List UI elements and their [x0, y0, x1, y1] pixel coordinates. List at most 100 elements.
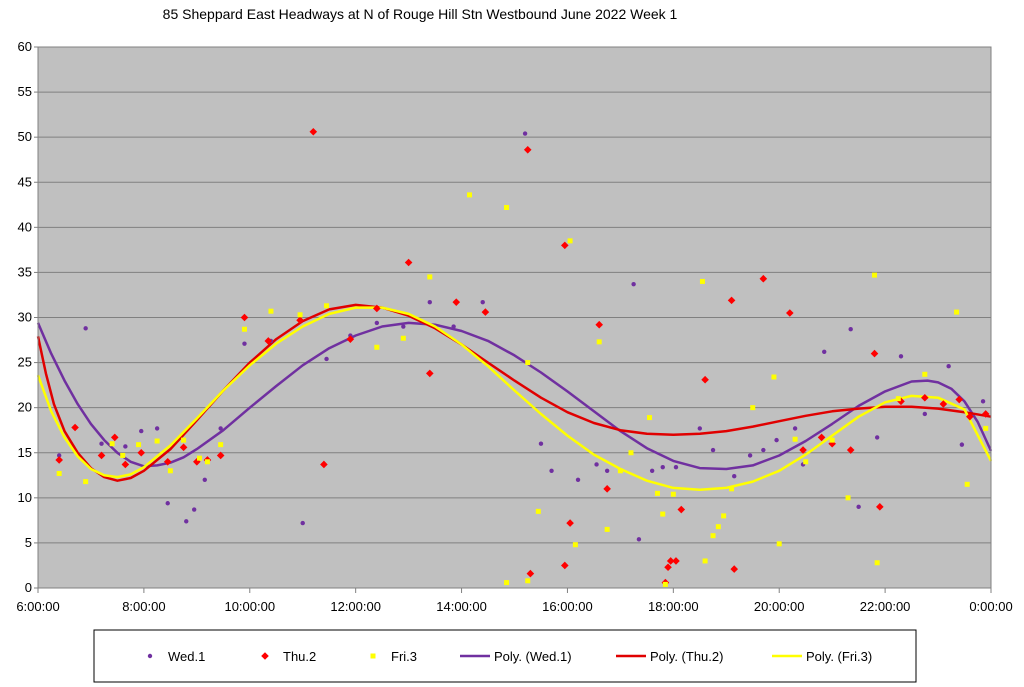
y-tick-label: 15	[18, 445, 32, 460]
data-point-fri-3	[120, 452, 126, 458]
x-tick-label: 20:00:00	[754, 599, 805, 614]
data-point-fri-3	[196, 455, 202, 461]
legend-label: Thu.2	[283, 649, 316, 664]
data-point-fri-3	[964, 481, 970, 487]
data-point-fri-3	[466, 192, 472, 198]
data-point-wed-1	[822, 349, 827, 354]
x-tick-label: 18:00:00	[648, 599, 699, 614]
data-point-wed-1	[218, 426, 223, 431]
data-point-thu-2	[346, 335, 355, 343]
x-tick-label: 6:00:00	[16, 599, 59, 614]
data-point-fri-3	[954, 309, 960, 315]
y-tick-label: 20	[18, 400, 32, 415]
legend-marker-1	[147, 653, 153, 659]
legend-label: Poly. (Thu.2)	[650, 649, 723, 664]
data-point-fri-3	[845, 495, 851, 501]
data-point-wed-1	[300, 520, 305, 526]
data-point-fri-3	[702, 558, 708, 564]
data-point-fri-3	[750, 405, 756, 411]
data-point-thu-2	[137, 448, 146, 457]
data-point-thu-2	[870, 349, 879, 358]
data-point-wed-1	[139, 428, 144, 434]
data-point-fri-3	[204, 459, 210, 465]
data-point-wed-1	[427, 299, 432, 305]
data-point-fri-3	[535, 508, 541, 514]
y-tick-label: 10	[18, 490, 32, 505]
data-point-thu-2	[701, 375, 709, 384]
data-point-thu-2	[320, 460, 328, 469]
data-point-thu-2	[966, 412, 974, 421]
data-point-fri-3	[596, 339, 602, 345]
data-point-wed-1	[374, 320, 380, 326]
data-point-fri-3	[660, 511, 666, 517]
y-tick-label: 60	[18, 39, 32, 54]
data-point-fri-3	[721, 513, 727, 519]
data-point-wed-1	[792, 426, 798, 431]
data-point-wed-1	[747, 453, 753, 458]
data-point-thu-2	[71, 423, 79, 432]
data-point-fri-3	[241, 326, 247, 332]
data-point-fri-3	[803, 459, 809, 465]
data-point-thu-2	[786, 309, 794, 317]
data-point-fri-3	[604, 526, 610, 532]
data-point-wed-1	[184, 519, 189, 524]
legend-marker-3	[370, 653, 376, 659]
chart-title: 85 Sheppard East Headways at N of Rouge …	[162, 6, 678, 22]
data-point-fri-3	[710, 533, 716, 539]
data-point-thu-2	[817, 433, 826, 442]
data-point-wed-1	[165, 501, 170, 506]
data-point-thu-2	[560, 241, 569, 250]
data-point-thu-2	[404, 258, 413, 267]
y-axis-labels: 0 5 10 15 20 25 30 35 40 45 50 55 60	[18, 39, 38, 595]
data-point-wed-1	[946, 363, 951, 369]
data-points	[55, 127, 990, 587]
legend-label: Poly. (Fri.3)	[806, 649, 872, 664]
data-point-fri-3	[771, 374, 777, 380]
data-point-wed-1	[56, 453, 62, 458]
data-point-thu-2	[373, 304, 381, 313]
data-point-fri-3	[400, 335, 406, 341]
data-point-fri-3	[297, 312, 303, 318]
data-point-thu-2	[566, 519, 574, 527]
legend: Wed.1 Thu.2 Fri.3 Poly. (Wed.1) Poly. (Thu.2…	[93, 629, 917, 683]
y-tick-label: 0	[25, 580, 32, 595]
data-point-thu-2	[121, 460, 130, 469]
data-point-wed-1	[631, 281, 636, 287]
data-point-fri-3	[167, 468, 173, 474]
data-point-fri-3	[83, 479, 89, 485]
data-point-wed-1	[202, 477, 207, 482]
data-point-thu-2	[163, 457, 172, 466]
data-point-wed-1	[636, 537, 642, 542]
trendline-3	[36, 306, 993, 491]
data-point-fri-3	[572, 542, 578, 548]
data-point-wed-1	[401, 324, 406, 329]
y-tick-label: 45	[18, 174, 32, 189]
y-tick-label: 55	[18, 84, 32, 99]
data-point-thu-2	[296, 316, 304, 325]
x-axis-labels: 6:00:00 8:00:00 10:00:00 12:00:00 14:00:00 16…	[16, 588, 1013, 614]
data-point-fri-3	[895, 396, 901, 402]
data-point-thu-2	[666, 557, 675, 565]
data-point-wed-1	[649, 468, 655, 473]
data-point-fri-3	[699, 278, 705, 284]
data-point-fri-3	[109, 441, 115, 447]
data-point-wed-1	[856, 504, 861, 510]
data-point-thu-2	[759, 274, 768, 283]
data-point-thu-2	[981, 410, 990, 418]
data-point-wed-1	[594, 462, 599, 467]
trendlines	[36, 303, 993, 491]
data-point-fri-3	[874, 560, 880, 566]
data-point-wed-1	[774, 437, 779, 443]
data-point-fri-3	[268, 308, 274, 314]
data-point-thu-2	[523, 145, 532, 154]
data-point-wed-1	[83, 326, 88, 331]
legend-marker-2	[261, 652, 269, 660]
data-point-thu-2	[425, 369, 434, 378]
data-point-fri-3	[654, 490, 660, 496]
data-point-thu-2	[240, 313, 249, 322]
legend-label: Fri.3	[391, 649, 417, 664]
x-tick-label: 14:00:00	[436, 599, 487, 614]
data-point-fri-3	[647, 415, 653, 421]
data-point-thu-2	[955, 395, 964, 404]
